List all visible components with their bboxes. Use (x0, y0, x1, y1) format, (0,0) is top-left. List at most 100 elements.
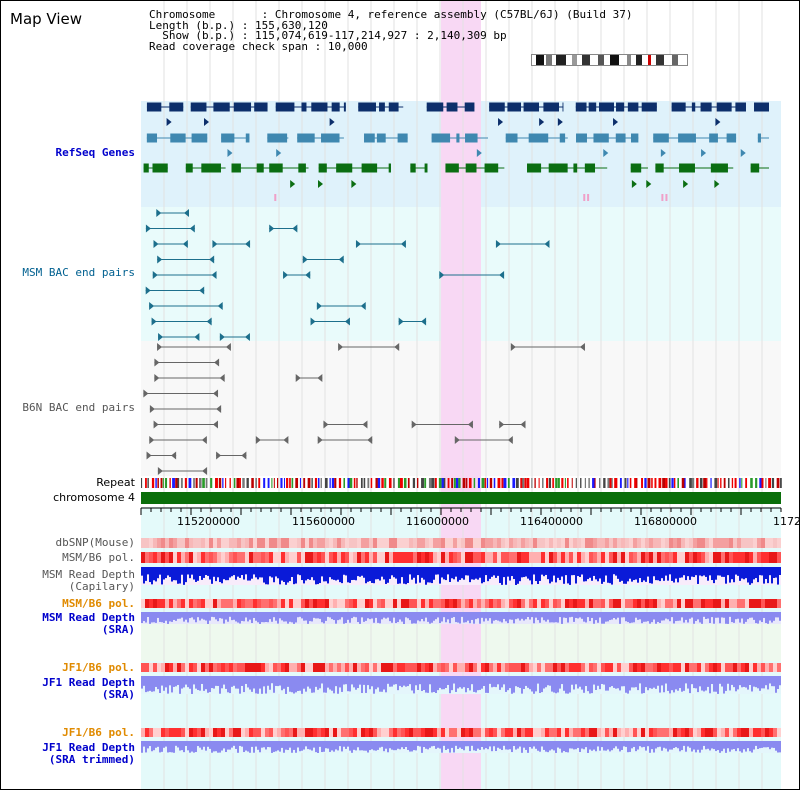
heat-cell (609, 728, 613, 737)
depth-bar (501, 676, 503, 688)
repeat-mark (780, 478, 782, 488)
depth-bar (143, 567, 145, 584)
depth-bar (487, 676, 489, 693)
depth-bar (733, 612, 735, 623)
depth-bar (623, 741, 625, 747)
depth-bar (623, 567, 625, 584)
bac-end (355, 240, 361, 248)
heat-cell (641, 538, 645, 548)
depth-bar (439, 612, 441, 624)
track-label-msm-b6-pol[interactable]: MSM/B6 pol. (62, 551, 135, 564)
depth-bar (481, 741, 483, 747)
depth-bar (559, 741, 561, 749)
depth-bar (227, 676, 229, 693)
chromosome-ideogram[interactable] (531, 54, 688, 66)
depth-bar (693, 741, 695, 750)
depth-bar (771, 741, 773, 748)
depth-bar (229, 612, 231, 617)
bac-end (316, 302, 322, 310)
depth-bar (769, 676, 771, 684)
heat-cell (613, 538, 617, 548)
depth-bar (721, 676, 723, 687)
track-label-msm-depth-sra[interactable]: MSM Read Depth (SRA) (42, 611, 135, 636)
depth-bar (689, 676, 691, 694)
track-label-msm-depth-cap[interactable]: MSM Read Depth (Capilary) (42, 568, 135, 593)
depth-bar (239, 612, 241, 624)
depth-bar (217, 567, 219, 578)
depth-bar (767, 741, 769, 748)
heat-cell (485, 538, 489, 548)
track-label-dbsnp[interactable]: dbSNP(Mouse) (55, 536, 135, 549)
heat-cell (409, 552, 413, 563)
depth-bar (637, 612, 639, 620)
depth-bar (399, 567, 401, 584)
heat-cell (229, 599, 233, 608)
depth-bar (731, 612, 733, 623)
track-label-jf1-depth-trim[interactable]: JF1 Read Depth (SRA trimmed) (42, 741, 135, 766)
depth-bar (641, 612, 643, 624)
depth-bar (305, 567, 307, 581)
heat-cell (469, 538, 473, 548)
heat-cell (613, 663, 617, 672)
depth-bar (263, 567, 265, 583)
track-label-jf1-b6-pol[interactable]: JF1/B6 pol. (62, 661, 135, 674)
depth-bar (449, 676, 451, 694)
bac-end (292, 224, 298, 233)
depth-bar (759, 676, 761, 691)
heat-cell (625, 538, 629, 548)
repeat-mark (180, 478, 183, 488)
depth-bar (715, 612, 717, 618)
repeat-mark (684, 478, 686, 488)
depth-bar (723, 676, 725, 694)
heat-cell (177, 552, 181, 563)
depth-bar (737, 676, 739, 690)
depth-bar (249, 567, 251, 581)
track-label-b6n-bac[interactable]: B6N BAC end pairs (22, 401, 135, 414)
track-label-jf1-b6-pol-trim[interactable]: JF1/B6 pol. (62, 726, 135, 739)
bac-end (295, 374, 301, 382)
depth-bar (673, 741, 675, 748)
repeat-mark (634, 478, 637, 488)
track-label-repeat[interactable]: Repeat (96, 476, 135, 489)
track-label-msm-b6-pol-sra[interactable]: MSM/B6 pol. (62, 597, 135, 610)
heat-cell (721, 538, 725, 548)
heat-cell (601, 538, 605, 548)
depth-bar (495, 676, 497, 688)
depth-bar (363, 676, 365, 685)
chromosome-info: Chromosome : Chromosome 4, reference ass… (149, 8, 633, 53)
depth-bar (217, 741, 219, 753)
depth-bar (407, 676, 409, 687)
track-label-refseq[interactable]: RefSeq Genes (55, 146, 135, 159)
track-label-chromosome[interactable]: chromosome 4 (53, 491, 135, 504)
depth-bar (419, 676, 421, 685)
depth-bar (753, 567, 755, 580)
heat-cell (497, 663, 501, 672)
depth-bar (307, 612, 309, 624)
depth-bar (735, 741, 737, 752)
depth-bar (413, 612, 415, 624)
heat-cell (581, 728, 585, 737)
depth-bar (599, 612, 601, 618)
track-label-msm-bac[interactable]: MSM BAC end pairs (22, 266, 135, 279)
heat-cell (377, 538, 381, 548)
depth-bar (209, 676, 211, 693)
heat-cell (413, 552, 417, 563)
depth-bar (547, 676, 549, 686)
depth-bar (603, 612, 605, 624)
repeat-mark (477, 478, 480, 488)
depth-bar (623, 612, 625, 618)
track-label-jf1-depth-sra[interactable]: JF1 Read Depth (SRA) (42, 676, 135, 701)
depth-bar (209, 567, 211, 580)
depth-bar (463, 567, 465, 580)
repeat-mark (710, 478, 712, 488)
heat-cell (381, 728, 385, 737)
depth-bar (155, 612, 157, 623)
depth-bar (219, 741, 221, 753)
heat-cell (321, 552, 325, 563)
heat-cell (393, 599, 397, 608)
strand-arrow (603, 149, 609, 157)
depth-bar (401, 612, 403, 622)
bac-end (216, 405, 222, 413)
depth-bar (655, 612, 657, 624)
